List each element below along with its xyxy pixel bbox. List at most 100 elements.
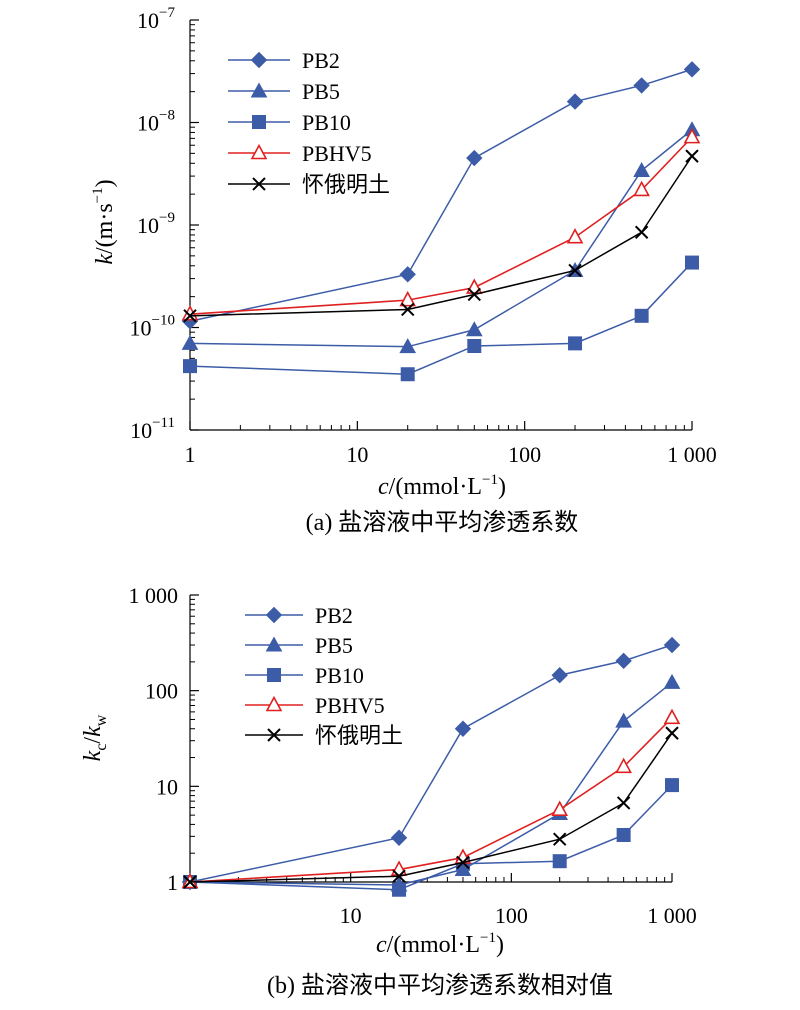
data-point: [634, 308, 649, 323]
data-point: [181, 334, 199, 350]
legend-item: PBHV5: [245, 693, 385, 718]
data-point: [467, 338, 482, 353]
legend: PB2 PB5 PB10 PBHV5 怀俄明土: [245, 603, 403, 748]
x-axis-label: c/(mmol·L−1): [378, 472, 506, 500]
series-line-x: [189, 732, 673, 883]
y-axis-label: k/(m·s−1): [90, 179, 118, 264]
legend-marker: [267, 728, 281, 742]
legend-label: PB5: [302, 79, 340, 104]
data-point: [390, 829, 408, 846]
y-tick-exponent: −11: [152, 415, 175, 431]
data-point: [685, 149, 699, 163]
data-point: [456, 855, 470, 870]
y-tick-mantissa: 10: [137, 111, 159, 136]
chart-a: 1 10 100 1 00010−1110−1010−910−810−7PB2PB5P…: [90, 5, 717, 536]
data-point: [634, 225, 649, 239]
data-point: [399, 266, 416, 283]
x-tick-label: 1 000: [667, 442, 717, 467]
data-point: [663, 708, 681, 725]
legend-label: 怀俄明土: [302, 172, 390, 197]
x-axis-label: c/(mmol·L−1): [376, 930, 504, 958]
data-point: [683, 127, 701, 144]
legend-item: PB10: [228, 110, 351, 135]
series-line-diamond: [189, 644, 673, 883]
series-line-square: [189, 262, 693, 375]
legend-marker: [250, 143, 268, 160]
x-tick-label: 10: [340, 903, 362, 928]
legend-marker: [250, 82, 268, 98]
legend-marker: [252, 177, 266, 191]
chart-caption: (a) 盐溶液中平均渗透系数: [306, 509, 579, 536]
y-tick-label: 10−9: [137, 210, 175, 238]
legend-marker: [252, 115, 266, 129]
data-point: [551, 667, 568, 684]
series-line-triangle: [189, 129, 693, 348]
y-tick-exponent: −10: [152, 313, 175, 329]
y-tick-mantissa: 10: [130, 316, 152, 341]
data-point: [399, 338, 417, 354]
legend-item: PB2: [228, 48, 340, 73]
y-tick-label: 10−11: [130, 415, 175, 443]
data-point: [566, 93, 584, 110]
series-line-triangle-open: [189, 136, 693, 315]
data-point: [465, 278, 483, 294]
x-tick-label: 10: [346, 442, 368, 467]
legend-label: PBHV5: [315, 693, 385, 718]
data-point: [665, 726, 679, 740]
data-point: [465, 321, 483, 337]
y-tick-exponent: −9: [159, 210, 175, 226]
data-point: [568, 263, 582, 278]
data-point: [399, 290, 417, 307]
legend-label: PB10: [302, 110, 351, 135]
y-tick-exponent: −7: [159, 5, 175, 21]
data-point: [552, 854, 567, 869]
legend: PB2 PB5 PB10 PBHV5 怀俄明土: [228, 48, 390, 197]
data-point: [683, 61, 701, 78]
y-tick-mantissa: 10: [137, 8, 159, 33]
data-point: [633, 180, 650, 197]
x-tick-label: 100: [495, 903, 528, 928]
y-tick-label: 10: [156, 774, 178, 799]
data-point: [466, 149, 483, 167]
series-line-square: [189, 784, 673, 891]
legend-label: PB10: [315, 663, 364, 688]
y-tick-label: 1 000: [129, 583, 179, 608]
data-point: [392, 869, 406, 883]
chart-b: 10 100 1 000 1 10 100 1 000 PB2 PB5 PB10 PBHV5 怀俄明土…: [80, 583, 697, 999]
data-point: [665, 778, 679, 793]
legend-item: 怀俄明土: [245, 723, 403, 748]
series-line-triangle: [189, 681, 673, 886]
chart-caption: (b) 盐溶液中平均渗透系数相对值: [267, 972, 613, 999]
data-point: [551, 800, 569, 816]
data-point: [183, 875, 197, 889]
legend-marker: [265, 636, 283, 652]
x-tick-label: 1 000: [647, 903, 697, 928]
legend-item: 怀俄明土: [228, 172, 390, 197]
legend-label: PB5: [315, 633, 353, 658]
data-point: [615, 757, 632, 774]
data-point: [183, 309, 197, 323]
legend-marker: [250, 51, 268, 69]
legend-label: PB2: [302, 48, 340, 73]
legend-item: PB5: [245, 633, 353, 658]
legend-label: 怀俄明土: [315, 723, 403, 748]
data-point: [467, 287, 482, 302]
data-point: [568, 336, 583, 351]
series-line-triangle-open: [189, 717, 673, 883]
legend-marker: [265, 606, 283, 624]
legend-item: PB10: [245, 663, 364, 688]
data-point: [615, 712, 632, 728]
y-axis-label: kc/kw: [80, 714, 110, 761]
data-point: [633, 161, 650, 178]
data-point: [616, 827, 631, 842]
data-point: [633, 77, 650, 94]
y-tick-label: 10−8: [137, 108, 175, 136]
data-point: [392, 882, 407, 897]
y-tick-exponent: −8: [159, 108, 175, 124]
y-tick-mantissa: 10: [130, 418, 152, 443]
y-tick-mantissa: 10: [137, 213, 159, 238]
legend-item: PBHV5: [228, 141, 372, 166]
data-point: [454, 720, 472, 737]
